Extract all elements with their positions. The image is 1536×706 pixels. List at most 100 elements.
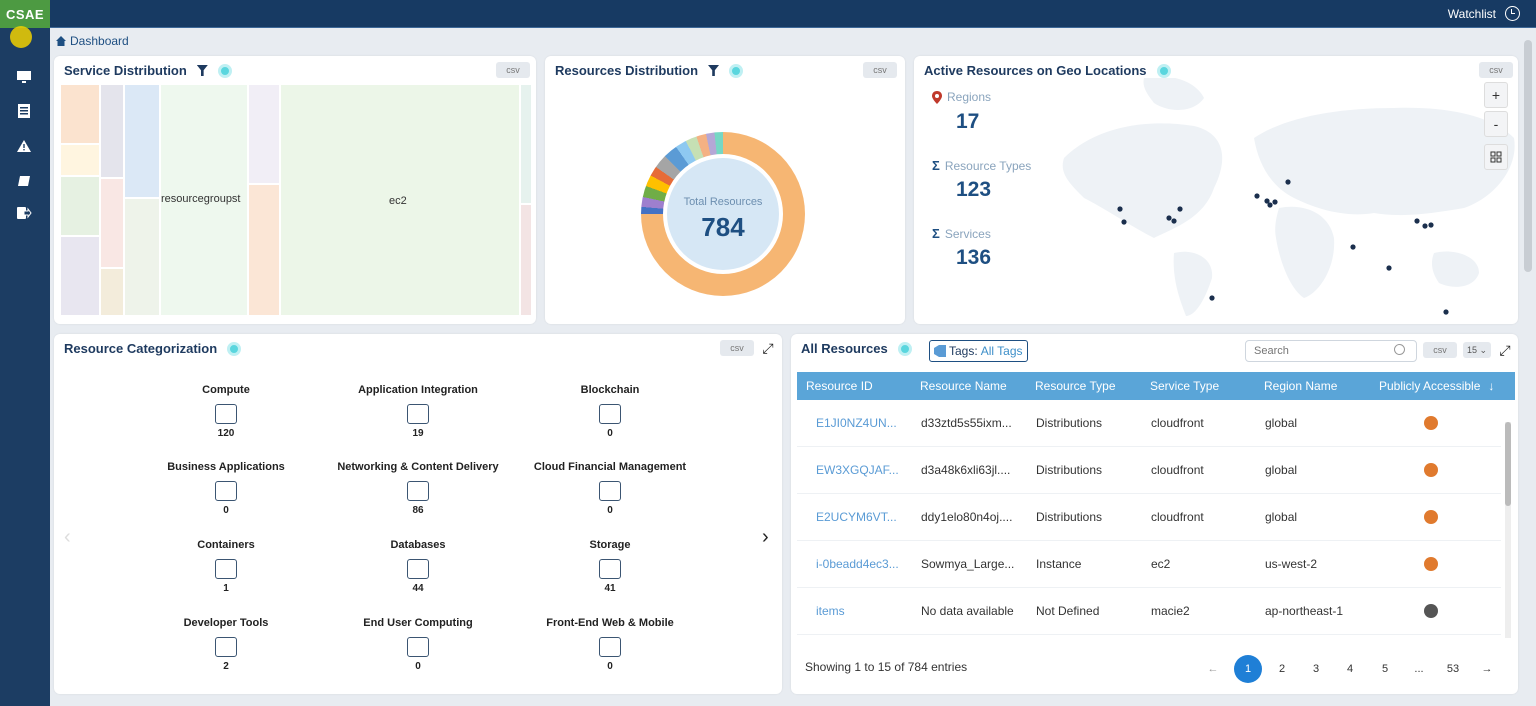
category-databases[interactable]: Databases 44 [323, 539, 513, 594]
table-row[interactable]: i-0beadd4ec3... Sowmya_Large... Instance… [797, 541, 1501, 588]
carousel-next-button[interactable]: › [762, 526, 769, 548]
category-blockchain[interactable]: Blockchain 0 [515, 384, 705, 439]
csv-button[interactable]: csv [1423, 342, 1457, 358]
resource-id-link[interactable]: i-0beadd4ec3... [816, 557, 899, 571]
category-business-applications[interactable]: Business Applications 0 [131, 461, 321, 516]
csv-button[interactable]: csv [1479, 62, 1513, 78]
resource-name: d3a48k6xli63jl.... [921, 463, 1011, 477]
region-name: ap-northeast-1 [1265, 604, 1344, 618]
category-containers[interactable]: Containers 1 [131, 539, 321, 594]
column-publicly-accessible[interactable]: Publicly Accessible ↓ [1370, 379, 1515, 393]
next-page-button[interactable]: → [1481, 663, 1493, 675]
page-size-select[interactable]: 15 ⌄ [1463, 342, 1491, 358]
geo-locations-card: Active Resources on Geo Locations csv Re… [914, 56, 1518, 324]
treemap-cell-resourcegroups[interactable] [160, 84, 248, 316]
expand-icon[interactable]: ⤢ [1499, 341, 1511, 358]
region-name: global [1265, 510, 1298, 524]
resource-id-link[interactable]: items [816, 604, 845, 618]
clock-icon[interactable] [1505, 6, 1520, 21]
category-end-user-computing[interactable]: End User Computing 0 [323, 617, 513, 672]
home-icon[interactable] [56, 36, 66, 46]
category-count: 41 [604, 583, 616, 594]
watchlist-link[interactable]: Watchlist [1447, 7, 1496, 21]
fullscreen-map-button[interactable] [1484, 144, 1508, 170]
cloud-gear-icon [599, 481, 621, 501]
category-front-end-web[interactable]: Front-End Web & Mobile 0 [515, 617, 705, 672]
treemap-cell[interactable] [124, 198, 160, 316]
table-row[interactable]: items No data available Not Defined maci… [797, 588, 1501, 635]
treemap-cell[interactable] [124, 84, 160, 198]
globe-public-icon [1424, 510, 1438, 524]
page-1-button[interactable]: 1 [1234, 655, 1262, 683]
table-row[interactable]: EW3XGQJAF... d3a48k6xli63jl.... Distribu… [797, 447, 1501, 494]
monitor-icon[interactable] [15, 68, 33, 86]
expand-icon[interactable]: ⤢ [762, 339, 774, 356]
page-53-button[interactable]: 53 [1446, 663, 1460, 675]
page-4-button[interactable]: 4 [1346, 663, 1354, 675]
prev-page-button[interactable]: ← [1207, 663, 1219, 675]
treemap-cell[interactable] [100, 178, 124, 268]
treemap-cell[interactable] [100, 268, 124, 316]
column-resource-name[interactable]: Resource Name [920, 379, 1007, 393]
service-treemap[interactable]: resourcegroupst ec2 [60, 84, 532, 316]
service-type: macie2 [1151, 604, 1190, 618]
column-resource-id[interactable]: Resource ID [806, 379, 873, 393]
resource-id-link[interactable]: EW3XGQJAF... [816, 463, 899, 477]
category-cloud-financial[interactable]: Cloud Financial Management 0 [515, 461, 705, 516]
category-storage[interactable]: Storage 41 [515, 539, 705, 594]
column-region-name[interactable]: Region Name [1264, 379, 1338, 393]
search-input[interactable] [1245, 340, 1417, 362]
treemap-cell[interactable] [60, 84, 100, 144]
category-developer-tools[interactable]: Developer Tools 2 [131, 617, 321, 672]
search-icon[interactable] [1394, 344, 1405, 355]
table-row[interactable]: E1JI0NZ4UN... d33ztd5s55ixm... Distribut… [797, 400, 1501, 447]
zoom-in-button[interactable]: + [1484, 82, 1508, 108]
book-icon[interactable] [15, 172, 33, 190]
csv-button[interactable]: csv [863, 62, 897, 78]
category-name: Networking & Content Delivery [337, 461, 499, 473]
treemap-cell[interactable] [520, 204, 532, 316]
document-icon[interactable] [15, 102, 33, 120]
treemap-cell[interactable] [248, 184, 280, 316]
zoom-out-button[interactable]: - [1484, 111, 1508, 137]
breadcrumb-dashboard[interactable]: Dashboard [70, 34, 129, 48]
tag-icon [934, 345, 946, 357]
treemap-cell[interactable] [60, 144, 100, 176]
resource-id-link[interactable]: E2UCYM6VT... [816, 510, 897, 524]
world-map[interactable] [1054, 78, 1524, 318]
filter-icon[interactable] [708, 65, 720, 76]
page-ellipsis: ... [1414, 663, 1424, 675]
category-application-integration[interactable]: Application Integration 19 [323, 384, 513, 439]
category-networking[interactable]: Networking & Content Delivery 86 [323, 461, 513, 516]
page-3-button[interactable]: 3 [1312, 663, 1320, 675]
category-compute[interactable]: Compute 120 [131, 384, 321, 439]
treemap-cell[interactable] [248, 84, 280, 184]
column-resource-type[interactable]: Resource Type [1035, 379, 1116, 393]
logout-icon[interactable] [15, 204, 33, 222]
resources-donut-chart[interactable]: Total Resources 784 [641, 132, 805, 296]
column-service-type[interactable]: Service Type [1150, 379, 1220, 393]
tags-filter-button[interactable]: Tags: All Tags [929, 340, 1028, 362]
page-scrollbar[interactable] [1524, 40, 1532, 272]
resource-id-link[interactable]: E1JI0NZ4UN... [816, 416, 897, 430]
treemap-cell[interactable] [100, 84, 124, 178]
page-size-value: 15 [1466, 345, 1477, 355]
carousel-prev-button[interactable]: ‹ [64, 526, 71, 548]
app-logo[interactable]: CSAE [0, 0, 50, 28]
treemap-cell[interactable] [520, 84, 532, 204]
filter-icon[interactable] [196, 65, 208, 76]
table-scrollbar[interactable] [1505, 422, 1511, 638]
service-distribution-title: Service Distribution [64, 63, 187, 78]
treemap-cell[interactable] [60, 176, 100, 236]
page-5-button[interactable]: 5 [1381, 663, 1389, 675]
page-2-button[interactable]: 2 [1278, 663, 1286, 675]
warning-icon[interactable] [15, 137, 33, 155]
treemap-cell[interactable] [60, 236, 100, 316]
csv-button[interactable]: csv [720, 340, 754, 356]
treemap-cell-ec2[interactable] [280, 84, 520, 316]
table-row[interactable]: E2UCYM6VT... ddy1elo80n4oj.... Distribut… [797, 494, 1501, 541]
region-name: global [1265, 416, 1298, 430]
category-count: 0 [607, 661, 613, 672]
table-scroll-thumb[interactable] [1505, 422, 1511, 506]
csv-button[interactable]: csv [496, 62, 530, 78]
